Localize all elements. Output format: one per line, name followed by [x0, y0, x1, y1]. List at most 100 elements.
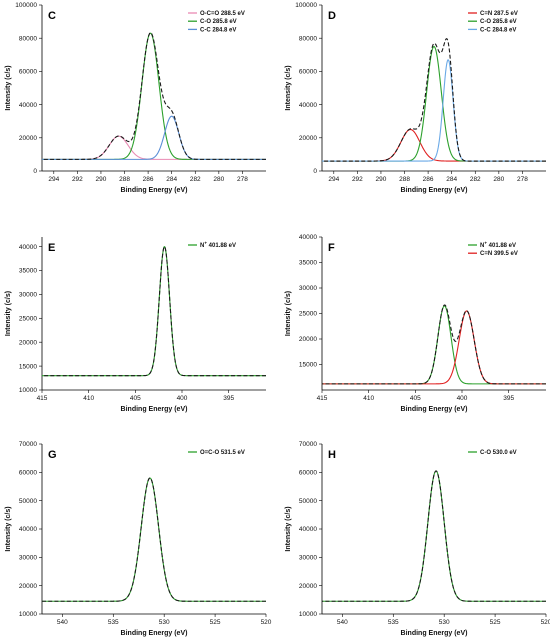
chart-panel-f: 15000 20000 25000 30000 35000 40000 415 410 405 4… [285, 234, 546, 413]
panel-letter: F [328, 242, 335, 254]
x-tick-label: 294 [48, 176, 59, 183]
x-tick-label: 288 [399, 176, 410, 183]
y-tick-label: 40000 [19, 526, 37, 533]
y-tick-label: 20000 [299, 583, 317, 590]
x-tick-label: 525 [210, 619, 221, 626]
y-tick-label: 40000 [19, 102, 37, 109]
x-axis-title: Binding Energy (eV) [121, 187, 188, 194]
legend-label: C-O 530.0 eV [480, 450, 517, 456]
y-tick-label: 60000 [299, 69, 317, 76]
y-tick-label: 60000 [19, 69, 37, 76]
y-tick-label: 35000 [19, 268, 37, 275]
y-tick-label: 20000 [19, 339, 37, 346]
component-curve-1 [42, 135, 266, 160]
plot-area [322, 38, 546, 162]
panel-letter: E [48, 242, 55, 254]
y-tick-label: 40000 [19, 244, 37, 251]
chart-panel-c: 0 20000 40000 60000 80000 100000 294 292 290 288 2… [5, 2, 266, 194]
legend-label: C-O 285.8 eV [200, 19, 237, 25]
y-axis-title: Intensity (c/s) [5, 291, 12, 336]
chart-panel-d: 0 20000 40000 60000 80000 100000 294 292 290 288 2… [285, 2, 546, 194]
x-tick-label: 400 [457, 395, 468, 402]
x-axis-title: Binding Energy (eV) [121, 406, 188, 413]
y-tick-label: 35000 [299, 260, 317, 267]
component-curve-2 [322, 310, 546, 385]
y-axis-title: Intensity (c/s) [285, 506, 292, 551]
y-tick-label: 25000 [299, 311, 317, 318]
y-tick-label: 50000 [19, 498, 37, 505]
chart-panel-h: 10000 20000 30000 40000 50000 60000 70000 540 53… [285, 441, 550, 637]
x-tick-label: 415 [317, 395, 328, 402]
envelope-curve [322, 304, 546, 385]
x-tick-label: 540 [57, 619, 68, 626]
y-tick-label: 30000 [19, 555, 37, 562]
x-tick-label: 280 [493, 176, 504, 183]
panel-letter: C [48, 10, 56, 22]
y-tick-label: 20000 [19, 135, 37, 142]
y-tick-label: 20000 [299, 336, 317, 343]
x-tick-label: 284 [446, 176, 457, 183]
x-tick-label: 284 [166, 176, 177, 183]
legend-label: N+ 401.88 eV [480, 241, 516, 250]
component-curve-3 [322, 59, 546, 162]
y-tick-label: 0 [33, 168, 37, 175]
x-tick-label: 410 [83, 395, 94, 402]
x-tick-label: 282 [470, 176, 481, 183]
x-tick-label: 540 [337, 619, 348, 626]
x-tick-label: 292 [352, 176, 363, 183]
x-axis-title: Binding Energy (eV) [121, 630, 188, 637]
x-tick-label: 288 [119, 176, 130, 183]
x-tick-label: 292 [72, 176, 83, 183]
x-tick-label: 290 [96, 176, 107, 183]
component-curve-1 [322, 470, 546, 602]
legend-label: C=N 287.5 eV [480, 11, 518, 17]
envelope-curve [322, 38, 546, 162]
component-curve-3 [42, 115, 266, 160]
y-tick-label: 20000 [299, 135, 317, 142]
x-tick-label: 290 [376, 176, 387, 183]
y-tick-label: 0 [313, 168, 317, 175]
y-axis-title: Intensity (c/s) [285, 291, 292, 336]
x-axis-title: Binding Energy (eV) [401, 406, 468, 413]
plot-area [42, 477, 266, 602]
component-curve-2 [42, 32, 266, 160]
chart-panel-e: 10000 15000 20000 25000 30000 35000 40000 415 41… [5, 237, 266, 413]
y-tick-label: 40000 [299, 234, 317, 241]
y-tick-label: 50000 [299, 498, 317, 505]
y-tick-label: 25000 [19, 315, 37, 322]
envelope-curve [42, 246, 266, 377]
legend-label: C=N 399.5 eV [480, 251, 518, 257]
y-tick-label: 80000 [299, 35, 317, 42]
x-tick-label: 278 [517, 176, 528, 183]
plot-area [42, 246, 266, 377]
y-tick-label: 100000 [15, 2, 37, 9]
component-curve-1 [42, 477, 266, 602]
x-tick-label: 294 [328, 176, 339, 183]
legend-label: C-C 284.8 eV [480, 27, 516, 33]
y-axis-title: Intensity (c/s) [285, 65, 292, 110]
legend-label: C-O 285.8 eV [480, 19, 517, 25]
panel-letter: G [48, 449, 57, 461]
plot-area [42, 32, 266, 160]
y-tick-label: 40000 [299, 102, 317, 109]
panel-letter: D [328, 10, 336, 22]
x-tick-label: 535 [108, 619, 119, 626]
x-tick-label: 535 [388, 619, 399, 626]
envelope-curve [322, 470, 546, 602]
y-tick-label: 15000 [19, 363, 37, 370]
y-tick-label: 30000 [19, 292, 37, 299]
y-tick-label: 20000 [19, 583, 37, 590]
x-tick-label: 282 [190, 176, 201, 183]
component-curve-1 [322, 128, 546, 162]
x-tick-label: 405 [410, 395, 421, 402]
x-axis-title: Binding Energy (eV) [401, 630, 468, 637]
y-tick-label: 30000 [299, 285, 317, 292]
component-curve-2 [322, 45, 546, 162]
x-tick-label: 530 [159, 619, 170, 626]
x-tick-label: 410 [363, 395, 374, 402]
y-tick-label: 80000 [19, 35, 37, 42]
plot-area [322, 304, 546, 385]
envelope-curve [42, 32, 266, 160]
x-tick-label: 278 [237, 176, 248, 183]
legend-label: O-C=O 288.5 eV [200, 11, 245, 17]
